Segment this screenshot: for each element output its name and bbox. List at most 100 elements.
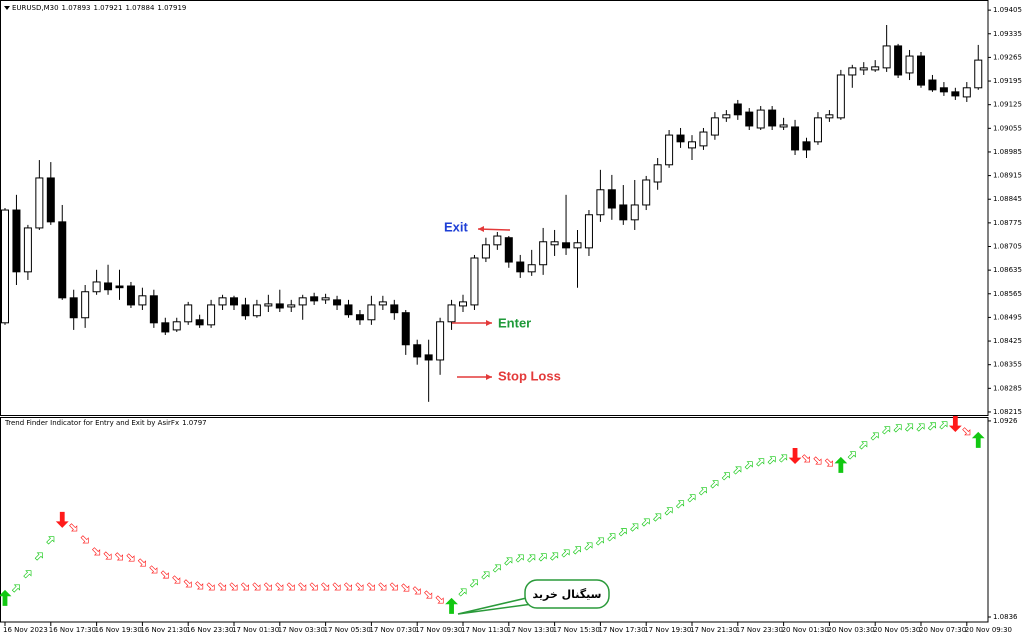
up-trend-arrow — [641, 518, 650, 527]
up-trend-arrow — [504, 557, 513, 566]
candle-body — [688, 141, 696, 149]
panel-title-value: 1.07921 — [94, 4, 123, 12]
candle-body — [653, 164, 662, 183]
panel-title-text: EURUSD,M30 — [12, 4, 59, 12]
candle-body — [172, 321, 181, 331]
candle-body — [917, 55, 925, 86]
up-trend-arrow — [515, 554, 524, 563]
y-tick-label: 1.0926 — [993, 417, 1018, 425]
sell-signal-arrow — [55, 511, 69, 528]
up-trend-arrow — [882, 426, 891, 435]
annotation-arrowhead — [486, 374, 492, 380]
y-tick-label: 1.08635 — [993, 266, 1022, 274]
candle-body — [35, 177, 44, 229]
candle-body — [310, 296, 319, 302]
up-trend-arrow — [458, 588, 467, 597]
candle-body — [779, 124, 788, 128]
candle-body — [104, 282, 113, 291]
candle-body — [378, 301, 387, 306]
candle-body — [768, 109, 777, 127]
candle-body — [115, 285, 124, 289]
x-tick-label: 17 Nov 19:30 — [644, 626, 691, 634]
y-tick-label: 1.09055 — [993, 124, 1022, 132]
x-tick-label: 16 Nov 17:30 — [49, 626, 96, 634]
candle-body — [813, 117, 822, 143]
up-trend-arrow — [538, 553, 547, 562]
down-trend-arrow — [183, 579, 192, 588]
candle-body — [676, 134, 685, 143]
y-tick-label: 1.09195 — [993, 77, 1022, 85]
x-tick-label: 17 Nov 17:30 — [598, 626, 645, 634]
candle-body — [355, 314, 364, 321]
candle-body — [859, 67, 868, 71]
y-tick-label: 1.0836 — [993, 613, 1018, 621]
down-trend-arrow — [389, 582, 398, 591]
candle-body — [848, 67, 857, 76]
up-trend-arrow — [527, 554, 536, 563]
up-trend-arrow — [584, 542, 593, 551]
candle-body — [733, 103, 742, 116]
x-tick-label: 17 Nov 23:30 — [736, 626, 783, 634]
candle-body — [126, 285, 135, 306]
up-trend-arrow — [595, 537, 604, 546]
buy-signal-arrow — [834, 456, 848, 473]
candle-body — [447, 304, 456, 323]
up-trend-arrow — [767, 456, 776, 465]
down-trend-arrow — [126, 553, 135, 562]
candle-body — [516, 261, 525, 273]
down-trend-arrow — [103, 551, 112, 560]
header-marker — [4, 6, 10, 10]
up-trend-arrow — [859, 441, 868, 450]
down-trend-arrow — [321, 582, 330, 591]
indicator-panel-frame — [0, 417, 989, 623]
candle-body — [894, 45, 903, 76]
candle-body — [390, 304, 399, 314]
y-tick-label: 1.09405 — [993, 6, 1022, 14]
candle-body — [596, 189, 605, 216]
candle-body — [550, 241, 559, 246]
candle-body — [710, 117, 719, 136]
candle-body — [459, 301, 467, 307]
candle-body — [92, 281, 101, 293]
down-trend-arrow — [195, 581, 204, 590]
candle-body — [69, 297, 78, 319]
up-trend-arrow — [34, 552, 43, 561]
candle-body — [527, 264, 536, 273]
up-trend-arrow — [550, 552, 559, 561]
down-trend-arrow — [80, 535, 89, 544]
up-trend-arrow — [492, 564, 501, 573]
down-trend-arrow — [343, 582, 352, 591]
annotation-arrowhead — [486, 320, 492, 326]
candle-body — [23, 227, 32, 273]
up-trend-arrow — [469, 579, 478, 588]
y-tick-label: 1.08285 — [993, 384, 1022, 392]
down-trend-arrow — [424, 590, 433, 599]
down-trend-arrow — [378, 582, 387, 591]
candle-body — [321, 297, 330, 301]
x-tick-label: 17 Nov 21:30 — [690, 626, 737, 634]
candle-body — [619, 204, 628, 221]
down-trend-arrow — [160, 570, 169, 579]
up-trend-arrow — [904, 423, 914, 432]
panel-title-value: 1.07919 — [157, 4, 186, 12]
candle-body — [413, 344, 422, 358]
candle-body — [287, 304, 296, 308]
x-tick-label: 17 Nov 15:30 — [553, 626, 600, 634]
up-trend-arrow — [847, 451, 856, 460]
down-trend-arrow — [252, 582, 261, 591]
candle-body — [791, 126, 800, 151]
up-trend-arrow — [653, 513, 662, 522]
down-trend-arrow — [435, 595, 444, 604]
up-trend-arrow — [927, 422, 936, 431]
candle-body — [928, 79, 937, 91]
x-tick-label: 16 Nov 2023 — [3, 626, 48, 634]
down-trend-arrow — [217, 582, 227, 591]
candle-body — [699, 131, 708, 147]
y-tick-label: 1.09265 — [993, 53, 1022, 61]
candle-body — [642, 179, 651, 206]
candle-body — [241, 304, 250, 317]
down-trend-arrow — [137, 558, 146, 567]
candle-body — [665, 134, 674, 166]
